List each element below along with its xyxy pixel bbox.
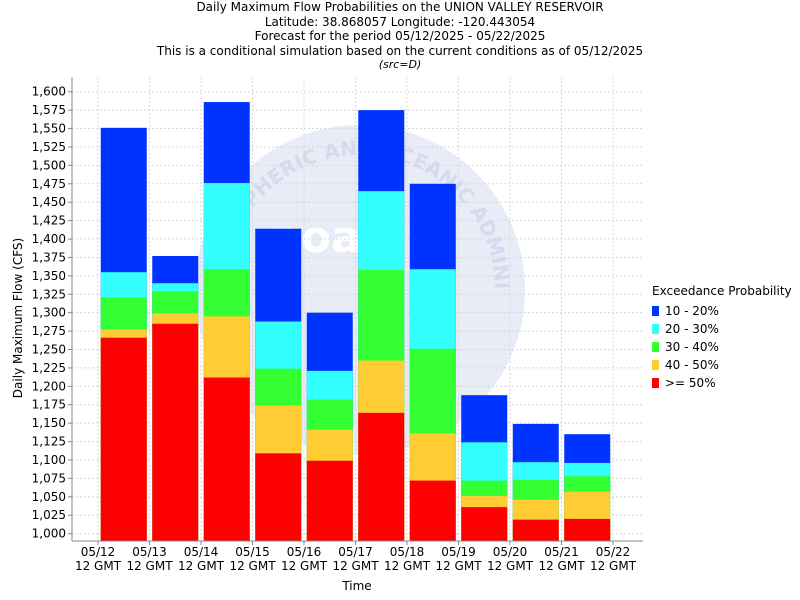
x-tick-sublabel: 12 GMT: [229, 559, 276, 573]
legend-swatch: [652, 306, 659, 316]
x-tick-sublabel: 12 GMT: [487, 559, 534, 573]
bar-segment: [255, 453, 302, 541]
x-tick-label: 05/14: [184, 545, 219, 559]
x-tick-sublabel: 12 GMT: [178, 559, 225, 573]
y-tick-label: 1,150: [32, 416, 66, 430]
chart-title: Daily Maximum Flow Probabilities on the …: [196, 0, 604, 14]
legend-label: 30 - 40%: [665, 340, 719, 354]
y-tick-label: 1,325: [32, 287, 66, 301]
y-tick-label: 1,550: [32, 122, 66, 136]
bar-segment: [100, 337, 147, 541]
x-tick-label: 05/13: [132, 545, 167, 559]
bar-segment: [512, 519, 559, 541]
y-tick-label: 1,200: [32, 379, 66, 393]
y-tick-label: 1,450: [32, 195, 66, 209]
x-tick-label: 05/16: [287, 545, 322, 559]
legend-title: Exceedance Probability: [652, 284, 792, 298]
y-tick-label: 1,075: [32, 471, 66, 485]
y-tick-label: 1,100: [32, 453, 66, 467]
y-tick-label: 1,175: [32, 398, 66, 412]
legend: Exceedance Probability 10 - 20% 20 - 30% 3…: [652, 284, 792, 392]
x-tick-sublabel: 12 GMT: [435, 559, 482, 573]
y-tick-label: 1,500: [32, 158, 66, 172]
x-tick-sublabel: 12 GMT: [590, 559, 637, 573]
y-tick-label: 1,600: [32, 85, 66, 99]
chart-source-note: (src=D): [378, 58, 422, 71]
x-tick-label: 05/22: [596, 545, 631, 559]
legend-item: 10 - 20%: [652, 302, 792, 320]
legend-label: >= 50%: [665, 376, 716, 390]
y-tick-label: 1,275: [32, 324, 66, 338]
y-tick-label: 1,375: [32, 250, 66, 264]
bars: [100, 102, 611, 542]
y-tick-label: 1,050: [32, 490, 66, 504]
x-tick-sublabel: 12 GMT: [332, 559, 379, 573]
y-tick-label: 1,225: [32, 361, 66, 375]
legend-swatch: [652, 342, 659, 352]
legend-items: 10 - 20% 20 - 30% 30 - 40% 40 - 50% >= 50%: [652, 302, 792, 392]
legend-item: 30 - 40%: [652, 338, 792, 356]
y-tick-label: 1,125: [32, 435, 66, 449]
legend-item: >= 50%: [652, 374, 792, 392]
x-tick-sublabel: 12 GMT: [281, 559, 328, 573]
y-tick-label: 1,250: [32, 343, 66, 357]
x-tick-label: 05/12: [81, 545, 116, 559]
legend-label: 10 - 20%: [665, 304, 719, 318]
y-tick-label: 1,350: [32, 269, 66, 283]
legend-item: 20 - 30%: [652, 320, 792, 338]
chart-subtitle-period: Forecast for the period 05/12/2025 - 05/…: [254, 29, 546, 43]
x-tick-sublabel: 12 GMT: [538, 559, 585, 573]
legend-item: 40 - 50%: [652, 356, 792, 374]
x-axis-label: Time: [341, 579, 371, 593]
y-tick-label: 1,475: [32, 177, 66, 191]
legend-swatch: [652, 378, 659, 388]
y-tick-label: 1,575: [32, 103, 66, 117]
y-tick-label: 1,425: [32, 214, 66, 228]
bar-segment: [409, 480, 456, 541]
x-tick-label: 05/19: [441, 545, 476, 559]
bar-segment: [358, 412, 405, 541]
x-tick-label: 05/17: [338, 545, 373, 559]
legend-swatch: [652, 324, 659, 334]
chart-subtitle-location: Latitude: 38.868057 Longitude: -120.4430…: [264, 14, 536, 29]
legend-swatch: [652, 360, 659, 370]
x-tick-sublabel: 12 GMT: [384, 559, 431, 573]
legend-label: 40 - 50%: [665, 358, 719, 372]
bar-segment: [306, 460, 353, 541]
bar-segment: [461, 507, 508, 541]
chart-subtitle-conditions: This is a conditional simulation based o…: [156, 43, 644, 58]
x-tick-label: 05/18: [390, 545, 425, 559]
x-tick-label: 05/15: [235, 545, 270, 559]
y-tick-label: 1,000: [32, 527, 66, 541]
chart-titles: Daily Maximum Flow Probabilities on the …: [0, 0, 800, 73]
grid: [72, 77, 643, 541]
axes: 1,000 1,025 1,050 1,075 1,100 1,125 1,150 1,175…: [32, 77, 643, 573]
y-tick-label: 1,400: [32, 232, 66, 246]
y-axis-label: Daily Maximum Flow (CFS): [11, 238, 25, 398]
x-tick-label: 05/20: [493, 545, 528, 559]
bar-segment: [564, 518, 611, 541]
legend-label: 20 - 30%: [665, 322, 719, 336]
x-tick-sublabel: 12 GMT: [75, 559, 122, 573]
bar-segment: [152, 323, 199, 541]
x-tick-sublabel: 12 GMT: [126, 559, 173, 573]
bar-segment: [203, 377, 250, 541]
y-tick-label: 1,525: [32, 140, 66, 154]
x-tick-label: 05/21: [544, 545, 579, 559]
y-tick-label: 1,025: [32, 508, 66, 522]
y-tick-label: 1,300: [32, 306, 66, 320]
